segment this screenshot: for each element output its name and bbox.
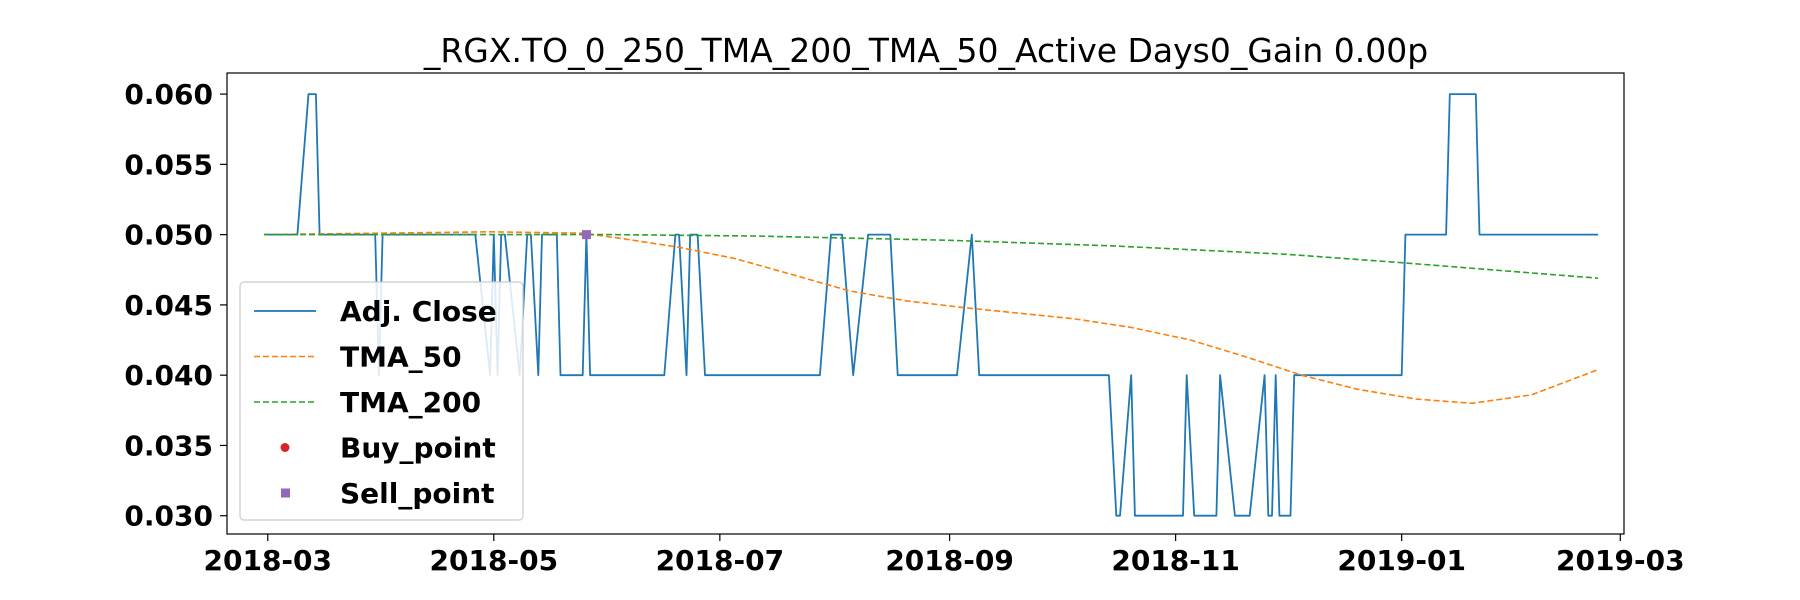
legend-label-tma-50: TMA_50 (340, 341, 462, 374)
y-tick-label: 0.060 (124, 78, 213, 111)
legend-label-adj-close: Adj. Close (340, 295, 497, 328)
x-tick-label: 2018-09 (885, 544, 1014, 577)
x-axis: 2018-03 2018-05 2018-07 2018-09 2018-11 2019-… (204, 534, 1685, 577)
y-tick-label: 0.035 (124, 429, 213, 462)
legend-label-tma-200: TMA_200 (340, 386, 481, 419)
series-line-tma-200 (264, 233, 1599, 279)
legend-swatch-buy-point (280, 443, 290, 452)
y-tick-label: 0.055 (124, 148, 213, 181)
point-sell-point (581, 230, 591, 240)
y-axis: 0.030 0.035 0.040 0.045 0.050 0.055 0.060 (124, 78, 227, 533)
y-tick-label: 0.050 (124, 219, 213, 252)
x-tick-label: 2018-11 (1111, 544, 1240, 577)
legend-label-buy-point: Buy_point (340, 432, 496, 465)
legend-swatch-sell-point (281, 488, 290, 498)
chart-title: _RGX.TO_0_250_TMA_200_TMA_50_Active Days… (423, 31, 1428, 70)
legend: Adj. Close TMA_50 TMA_200 Buy_point Sell_poi… (239, 281, 524, 521)
y-tick-label: 0.040 (124, 359, 213, 392)
y-tick-label: 0.030 (124, 500, 213, 533)
x-tick-label: 2019-01 (1337, 544, 1466, 577)
y-tick-label: 0.045 (124, 289, 213, 322)
plot-area-frame (226, 72, 1625, 535)
x-tick-label: 2018-05 (430, 544, 559, 577)
x-tick-label: 2018-07 (656, 544, 785, 577)
x-tick-label: 2019-03 (1556, 544, 1685, 577)
legend-label-sell-point: Sell_point (340, 477, 495, 510)
legend-box (239, 281, 524, 521)
x-tick-label: 2018-03 (204, 544, 333, 577)
